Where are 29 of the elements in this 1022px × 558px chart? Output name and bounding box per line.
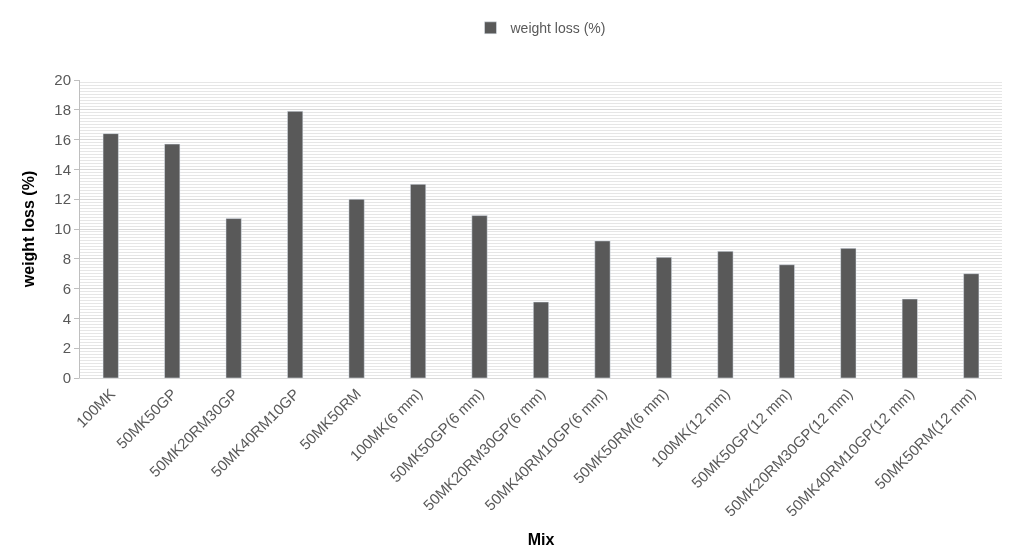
bar xyxy=(778,264,795,378)
y-tick-label: 0 xyxy=(62,369,71,387)
y-tick-label: 2 xyxy=(62,339,71,357)
y-tick-label: 6 xyxy=(62,279,71,297)
bar xyxy=(840,248,857,378)
bar xyxy=(164,143,181,378)
bar xyxy=(287,111,304,378)
bar xyxy=(102,133,119,378)
bar xyxy=(348,198,365,378)
y-tick-label: 16 xyxy=(54,130,71,148)
y-tick-label: 18 xyxy=(54,101,71,119)
bar xyxy=(410,184,426,378)
bar xyxy=(594,240,611,378)
y-tick-label: 20 xyxy=(54,71,71,89)
bar xyxy=(717,251,734,378)
x-axis-title: Mix xyxy=(527,531,555,549)
y-axis-title: weight loss (%) xyxy=(20,170,38,289)
bar xyxy=(656,257,672,378)
bar xyxy=(901,298,918,378)
bar xyxy=(533,301,549,378)
y-tick-label: 14 xyxy=(54,160,71,178)
y-tick-label: 10 xyxy=(54,220,71,238)
bar xyxy=(963,273,980,378)
legend-label: weight loss (%) xyxy=(509,20,606,37)
y-tick-label: 4 xyxy=(62,309,71,327)
bar xyxy=(471,215,488,378)
bar xyxy=(225,218,242,378)
y-tick-label: 8 xyxy=(62,250,71,268)
y-tick-label: 12 xyxy=(54,190,71,208)
